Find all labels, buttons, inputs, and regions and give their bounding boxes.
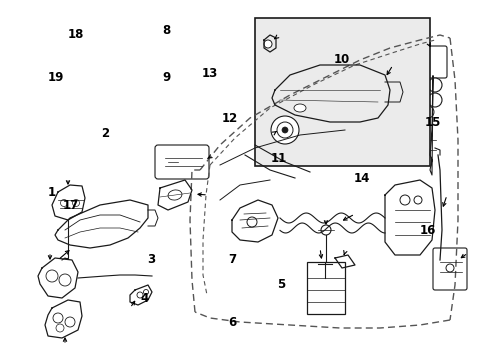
Circle shape	[59, 274, 71, 286]
Text: 2: 2	[101, 127, 109, 140]
Ellipse shape	[293, 104, 305, 112]
Ellipse shape	[168, 190, 182, 200]
Text: 8: 8	[162, 24, 170, 37]
Circle shape	[72, 199, 80, 207]
Circle shape	[320, 225, 330, 235]
Circle shape	[270, 116, 298, 144]
Circle shape	[427, 93, 441, 107]
Text: 17: 17	[62, 199, 79, 212]
Circle shape	[56, 324, 64, 332]
Circle shape	[427, 78, 441, 92]
Text: 6: 6	[228, 316, 236, 329]
Circle shape	[246, 217, 257, 227]
Circle shape	[65, 317, 75, 327]
Circle shape	[399, 195, 409, 205]
Bar	[306, 262, 345, 314]
Circle shape	[276, 122, 292, 138]
Circle shape	[46, 270, 58, 282]
Text: 19: 19	[48, 71, 64, 84]
FancyBboxPatch shape	[155, 145, 208, 179]
Text: 4: 4	[140, 292, 148, 305]
Text: 11: 11	[270, 152, 286, 165]
Text: 10: 10	[333, 53, 350, 66]
Circle shape	[61, 199, 67, 207]
Circle shape	[421, 106, 433, 118]
Text: 13: 13	[202, 67, 218, 80]
Bar	[254, 18, 429, 166]
Text: 16: 16	[419, 224, 435, 237]
FancyBboxPatch shape	[432, 248, 466, 290]
Text: 15: 15	[424, 116, 440, 129]
Text: 9: 9	[162, 71, 170, 84]
Circle shape	[413, 196, 421, 204]
Text: 12: 12	[221, 112, 238, 125]
Circle shape	[445, 264, 453, 272]
Text: 7: 7	[228, 253, 236, 266]
Text: 3: 3	[147, 253, 155, 266]
Text: 14: 14	[353, 172, 369, 185]
FancyBboxPatch shape	[422, 46, 446, 78]
Circle shape	[53, 313, 63, 323]
Text: 18: 18	[67, 28, 84, 41]
Circle shape	[137, 292, 142, 298]
Circle shape	[282, 127, 287, 133]
Text: 5: 5	[277, 278, 285, 291]
Circle shape	[143, 289, 148, 294]
Text: 1: 1	[47, 186, 55, 199]
Circle shape	[264, 40, 271, 48]
